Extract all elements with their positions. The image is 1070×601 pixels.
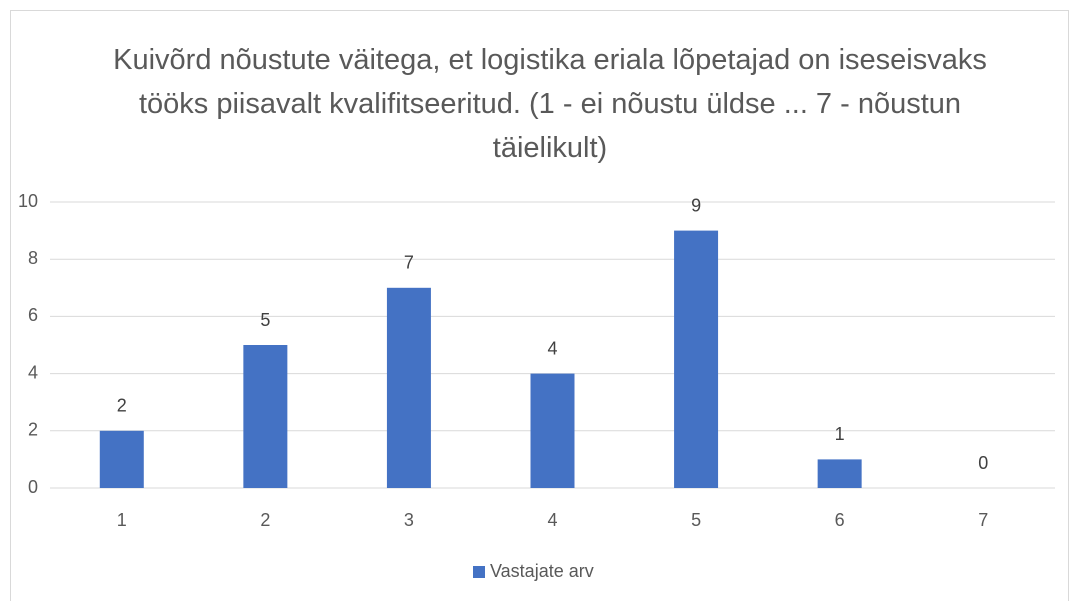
x-tick-label: 4 bbox=[547, 510, 557, 530]
y-tick-label: 10 bbox=[18, 191, 38, 211]
chart-title: Kuivõrd nõustute väitega, et logistika e… bbox=[113, 44, 987, 164]
data-label: 1 bbox=[835, 424, 845, 444]
bar bbox=[817, 459, 862, 488]
x-tick-label: 7 bbox=[978, 510, 988, 530]
bar bbox=[386, 287, 431, 488]
y-tick-label: 0 bbox=[28, 477, 38, 497]
chart-border bbox=[10, 10, 1069, 601]
bar bbox=[243, 345, 288, 488]
y-tick-label: 4 bbox=[28, 362, 38, 382]
data-label: 7 bbox=[404, 253, 414, 273]
bar bbox=[674, 230, 719, 488]
bar bbox=[99, 430, 144, 488]
x-tick-label: 6 bbox=[835, 510, 845, 530]
bar bbox=[530, 373, 575, 488]
legend-swatch bbox=[473, 566, 485, 578]
legend-label: Vastajate arv bbox=[490, 561, 594, 581]
y-tick-label: 2 bbox=[28, 420, 38, 440]
x-tick-label: 5 bbox=[691, 510, 701, 530]
data-label: 9 bbox=[691, 195, 701, 215]
data-label: 5 bbox=[260, 310, 270, 330]
x-tick-label: 3 bbox=[404, 510, 414, 530]
y-tick-label: 8 bbox=[28, 248, 38, 268]
x-tick-label: 1 bbox=[117, 510, 127, 530]
data-label: 0 bbox=[978, 453, 988, 473]
data-label: 4 bbox=[547, 338, 557, 358]
data-label: 2 bbox=[117, 396, 127, 416]
y-tick-label: 6 bbox=[28, 305, 38, 325]
x-tick-label: 2 bbox=[260, 510, 270, 530]
